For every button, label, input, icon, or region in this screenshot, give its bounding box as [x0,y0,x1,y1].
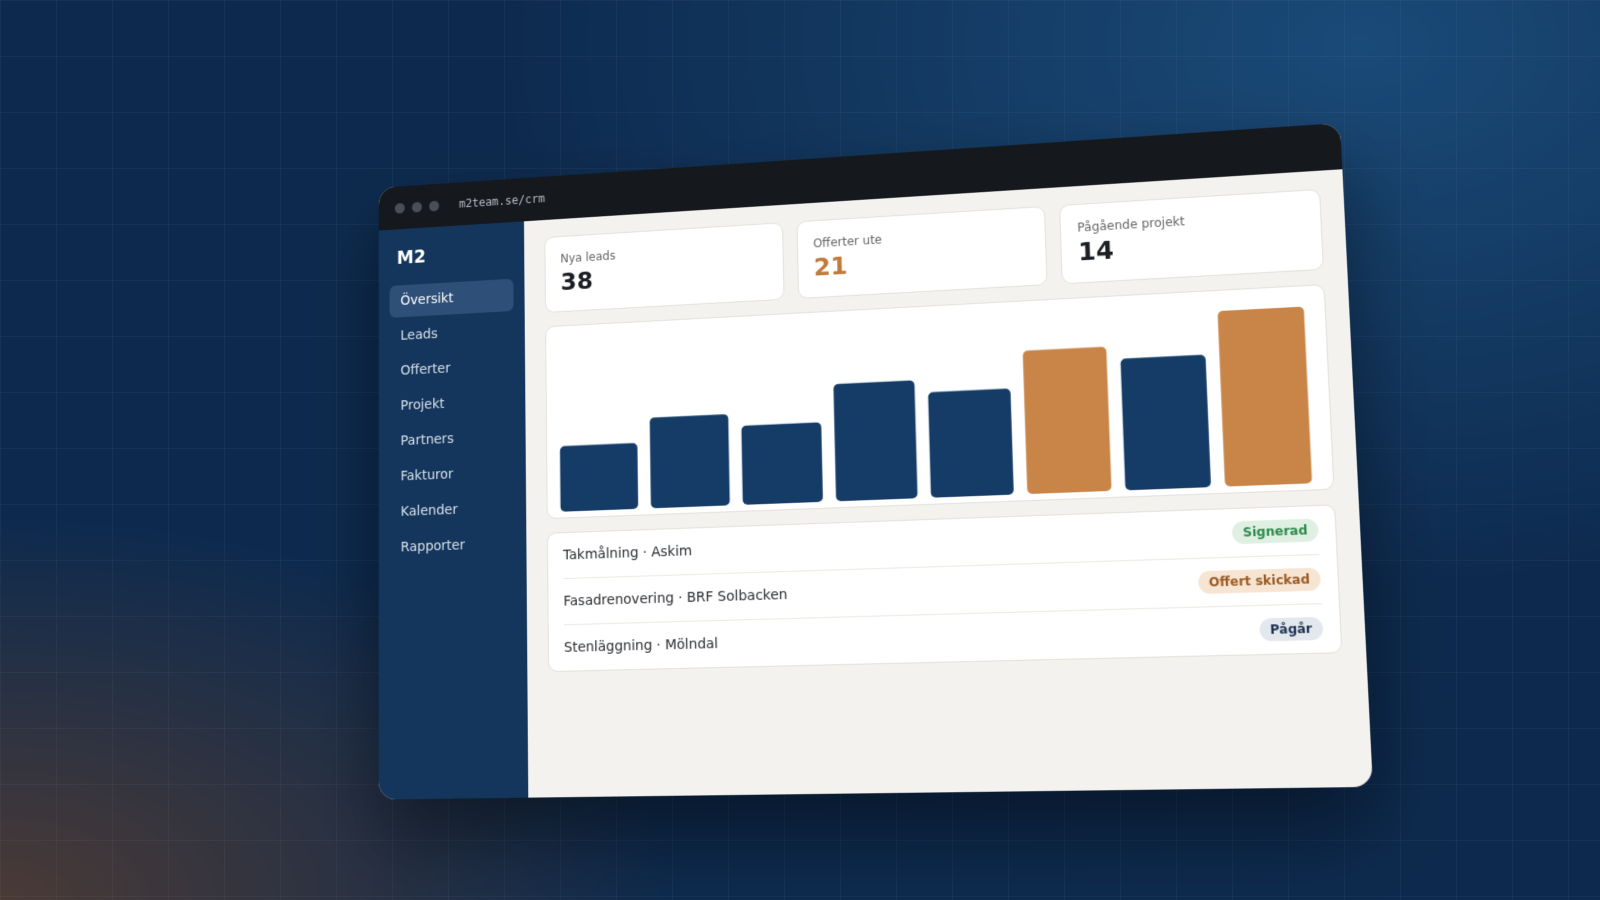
chart [559,306,1313,512]
stat-card: Nya leads 38 [544,222,785,313]
nav-item[interactable]: Offerter [400,360,451,379]
row-title: Fasadrenovering · BRF Solbacken [563,586,788,610]
nav-item[interactable]: Partners [400,431,454,449]
main: Nya leads 38 Offerter ute 21 Pågående projek… [524,169,1373,797]
status-pill: Signerad [1231,518,1319,545]
status-pill: Offert skickad [1197,567,1322,595]
bar [1217,306,1313,487]
nav: Översikt Leads Offerter Projekt Partners Fakt… [389,278,516,565]
bar [649,414,730,509]
stat-card: Pågående projekt 14 [1059,188,1324,285]
row-title: Stenläggning · Mölndal [563,635,719,656]
sidebar: M2 Översikt Leads Offerter Projekt Partners F… [378,221,529,800]
window-dot[interactable] [394,202,405,214]
window-dot[interactable] [411,201,422,213]
list-card: Takmålning · Askim Signerad Fasadrenoverin… [546,504,1343,673]
bar [833,380,918,502]
window-dot[interactable] [429,200,440,212]
bar [559,442,639,512]
bar [1022,346,1112,495]
nav-item[interactable]: Kalender [400,502,458,520]
bar [1120,354,1212,491]
browser-window: m2team.se/crm M2 Översikt Leads Offerter Pr… [378,122,1373,800]
url[interactable]: m2team.se/crm [458,191,545,211]
nav-item[interactable]: Översikt [389,278,514,318]
stat-card: Offerter ute 21 [796,205,1048,299]
nav-item[interactable]: Fakturor [400,466,454,485]
nav-item[interactable]: Rapporter [400,537,466,556]
logo[interactable]: M2 [396,246,426,269]
bar [928,388,1014,498]
nav-item[interactable]: Leads [400,326,438,344]
nav-item[interactable]: Projekt [400,396,445,414]
chart-card [545,284,1335,520]
status-pill: Pågår [1258,616,1324,642]
bar [741,422,823,505]
row-title: Takmålning · Askim [563,543,693,564]
